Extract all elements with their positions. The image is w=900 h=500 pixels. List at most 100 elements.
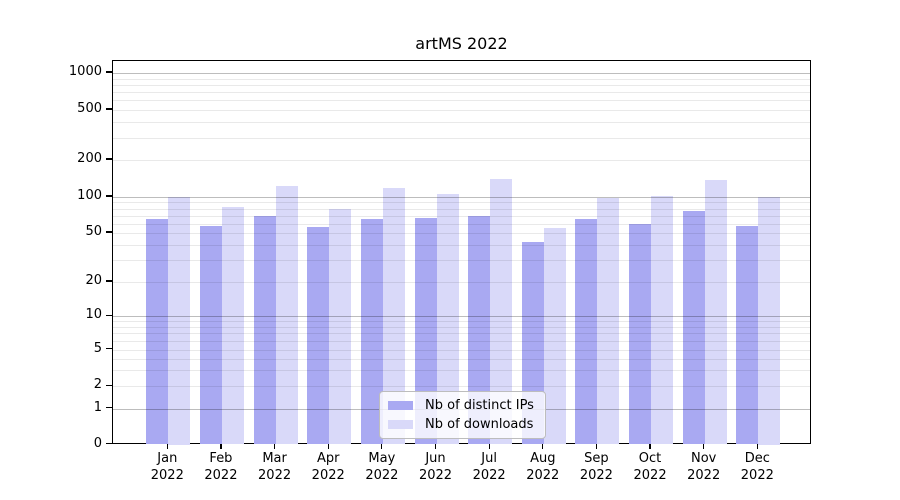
gridline-minor <box>113 78 810 80</box>
x-tick-mark <box>381 444 383 449</box>
gridline-minor <box>113 327 810 329</box>
legend-label-distinct-ips: Nb of distinct IPs <box>425 398 534 413</box>
x-tick-label: Oct 2022 <box>633 451 667 483</box>
gridline-minor <box>113 370 810 372</box>
bar-nb-of-downloads-dec <box>758 197 781 445</box>
y-tick-label: 1000 <box>68 64 102 79</box>
gridline-minor <box>113 92 810 94</box>
y-tick-label: 2 <box>93 377 102 393</box>
bar-nb-of-distinct-ips-sep <box>575 218 598 445</box>
bar-nb-of-downloads-mar <box>275 185 298 445</box>
bar-nb-of-downloads-jan <box>168 197 191 445</box>
bar-nb-of-distinct-ips-apr <box>307 227 330 445</box>
gridline-minor <box>113 223 810 225</box>
y-tick-label: 10 <box>85 307 102 323</box>
gridline-minor <box>113 208 810 210</box>
x-tick-mark <box>327 444 329 449</box>
legend-row-downloads: Nb of downloads <box>388 417 538 432</box>
legend-swatch-downloads <box>388 420 413 429</box>
chart-title: artMS 2022 <box>415 34 508 53</box>
bar-nb-of-downloads-oct <box>651 196 674 445</box>
gridline-major <box>113 197 810 198</box>
x-tick-mark <box>595 444 597 449</box>
y-tick-mark <box>106 280 112 282</box>
bar-nb-of-downloads-aug <box>543 228 566 445</box>
y-tick-mark <box>106 108 112 110</box>
gridline-minor <box>113 160 810 161</box>
x-tick-label: Dec 2022 <box>740 451 774 483</box>
legend-swatch-distinct-ips <box>388 401 413 410</box>
bar-nb-of-distinct-ips-feb <box>199 226 222 445</box>
x-tick-label: Jan 2022 <box>150 451 184 483</box>
y-tick-label: 0 <box>93 435 102 451</box>
y-tick-mark <box>106 314 112 316</box>
gridline-minor <box>113 260 810 262</box>
bar-nb-of-distinct-ips-may <box>360 218 383 445</box>
bar-nb-of-downloads-feb <box>221 206 244 445</box>
x-tick-label: Mar 2022 <box>258 451 292 483</box>
y-tick-label: 1 <box>93 399 102 415</box>
gridline-minor <box>113 84 810 86</box>
gridline-minor <box>113 321 810 323</box>
bar-nb-of-downloads-jul <box>490 179 513 445</box>
y-tick-label: 20 <box>85 273 102 288</box>
gridline-minor <box>113 349 810 351</box>
x-tick-label: Feb 2022 <box>204 451 238 483</box>
legend-row-distinct-ips: Nb of distinct IPs <box>388 398 538 413</box>
gridline-minor <box>113 100 810 102</box>
y-tick-label: 50 <box>85 224 102 239</box>
gridline-minor <box>113 202 810 204</box>
gridline-minor <box>113 358 810 360</box>
y-tick-label: 5 <box>93 340 102 356</box>
bar-nb-of-distinct-ips-dec <box>736 226 759 445</box>
x-tick-label: Jun 2022 <box>418 451 453 483</box>
y-tick-mark <box>106 348 112 350</box>
x-tick-label: Aug 2022 <box>526 451 560 483</box>
bar-nb-of-distinct-ips-jun <box>414 217 437 445</box>
y-tick-label: 200 <box>77 151 102 166</box>
y-tick-mark <box>106 442 112 445</box>
y-tick-label: 100 <box>77 188 102 203</box>
x-tick-label: Jul 2022 <box>472 451 506 483</box>
bar-nb-of-downloads-apr <box>329 209 352 445</box>
y-tick-mark <box>106 384 112 386</box>
x-tick-mark <box>542 444 544 449</box>
gridline-minor <box>113 233 810 234</box>
gridline-minor <box>113 333 810 335</box>
x-tick-label: May 2022 <box>365 451 399 483</box>
bar-nb-of-distinct-ips-jul <box>468 215 491 445</box>
x-tick-mark <box>166 444 168 449</box>
y-tick-mark <box>106 71 112 73</box>
gridline-minor <box>113 122 810 124</box>
y-tick-label: 500 <box>77 101 102 116</box>
gridline-minor <box>113 137 810 139</box>
gridline-minor <box>113 110 810 111</box>
bar-nb-of-distinct-ips-jan <box>146 219 169 445</box>
plot-area <box>112 59 811 445</box>
gridline-major <box>113 73 810 74</box>
legend: Nb of distinct IPs Nb of downloads <box>379 391 546 439</box>
y-tick-mark <box>106 158 112 160</box>
bar-nb-of-distinct-ips-mar <box>253 215 276 445</box>
bar-nb-of-downloads-sep <box>597 198 620 445</box>
x-tick-mark <box>488 444 490 449</box>
legend-label-downloads: Nb of downloads <box>425 417 534 432</box>
gridline-minor <box>113 244 810 246</box>
bar-nb-of-downloads-jun <box>436 193 459 445</box>
x-tick-mark <box>703 444 705 449</box>
x-tick-mark <box>756 444 758 449</box>
y-tick-mark <box>106 195 112 197</box>
y-tick-mark <box>106 231 112 233</box>
x-tick-label: Sep 2022 <box>579 451 613 483</box>
gridline-minor <box>113 282 810 283</box>
x-tick-mark <box>649 444 651 449</box>
x-tick-mark <box>273 444 276 449</box>
x-tick-mark <box>434 444 437 449</box>
gridline-minor <box>113 215 810 217</box>
gridline-minor <box>113 340 810 342</box>
bar-nb-of-downloads-nov <box>704 179 727 445</box>
bar-nb-of-downloads-may <box>382 187 405 445</box>
x-tick-mark <box>220 444 222 449</box>
gridline-minor <box>113 386 810 388</box>
